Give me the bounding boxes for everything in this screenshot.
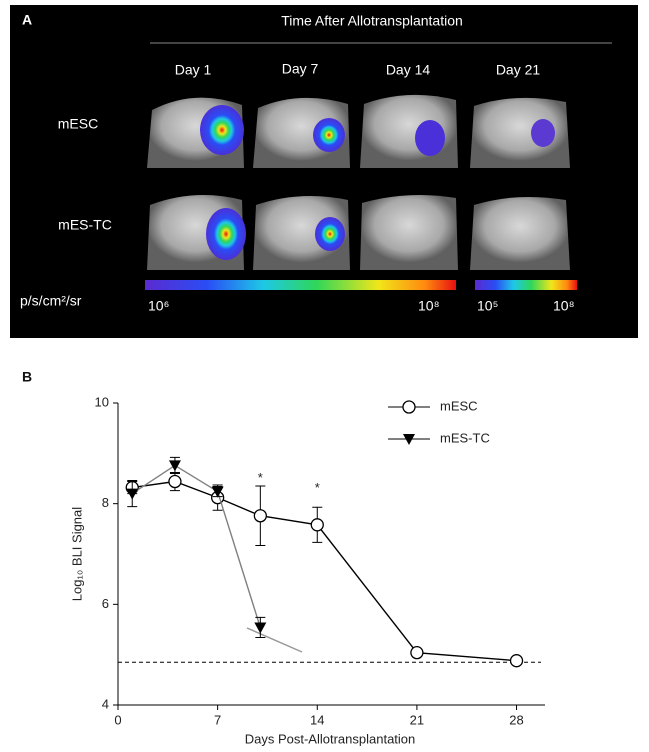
column-label: Day 21 xyxy=(496,62,541,78)
series-line xyxy=(131,464,262,628)
x-tick-label: 0 xyxy=(114,712,121,727)
x-axis-label: Days Post-Allotransplantation xyxy=(245,731,416,746)
color-bar xyxy=(475,280,577,290)
color-bar xyxy=(145,280,456,290)
column-label: Day 14 xyxy=(386,62,431,78)
y-tick-label: 8 xyxy=(102,495,109,510)
scale-label: 10⁵ xyxy=(477,298,498,314)
scale-label: 10⁸ xyxy=(553,298,575,314)
series-line xyxy=(132,480,517,662)
y-tick-label: 4 xyxy=(102,696,109,711)
column-label: Day 7 xyxy=(282,61,319,77)
point xyxy=(254,622,267,634)
scale-label: 10⁶ xyxy=(148,298,169,314)
y-tick-label: 6 xyxy=(102,596,109,611)
legend-label: mESC xyxy=(440,398,478,413)
point xyxy=(126,488,139,500)
point xyxy=(211,486,224,498)
point xyxy=(168,474,182,489)
point xyxy=(168,460,181,472)
x-tick-label: 14 xyxy=(310,712,324,727)
annotation: * xyxy=(315,480,320,495)
legend-marker xyxy=(403,434,415,445)
y-axis-label: Log₁₀ BLI Signal xyxy=(69,507,84,601)
legend-marker xyxy=(402,400,416,414)
scale-label: 10⁸ xyxy=(418,298,440,314)
x-tick-label: 21 xyxy=(410,712,424,727)
point xyxy=(310,518,324,532)
point xyxy=(410,646,424,660)
y-tick-label: 10 xyxy=(95,394,109,409)
panel-title: Time After Allotransplantation xyxy=(281,13,463,29)
annotation: * xyxy=(258,470,263,485)
point xyxy=(509,654,524,668)
row-label: mES-TC xyxy=(58,217,112,233)
unit-label: p/s/cm²/sr xyxy=(20,293,82,309)
plot: 0 7 14 21 28 4 6 8 10 mESC mES-TC * * xyxy=(95,394,545,727)
panel-label: B xyxy=(22,369,32,385)
panel-label: A xyxy=(22,12,32,28)
leader-line xyxy=(246,627,303,653)
x-tick-label: 28 xyxy=(509,712,523,727)
mouse-images xyxy=(147,94,570,270)
x-tick-label: 7 xyxy=(214,712,221,727)
column-label: Day 1 xyxy=(175,62,212,78)
point xyxy=(253,509,267,523)
legend-label: mES-TC xyxy=(440,430,490,445)
row-label: mESC xyxy=(58,116,98,132)
